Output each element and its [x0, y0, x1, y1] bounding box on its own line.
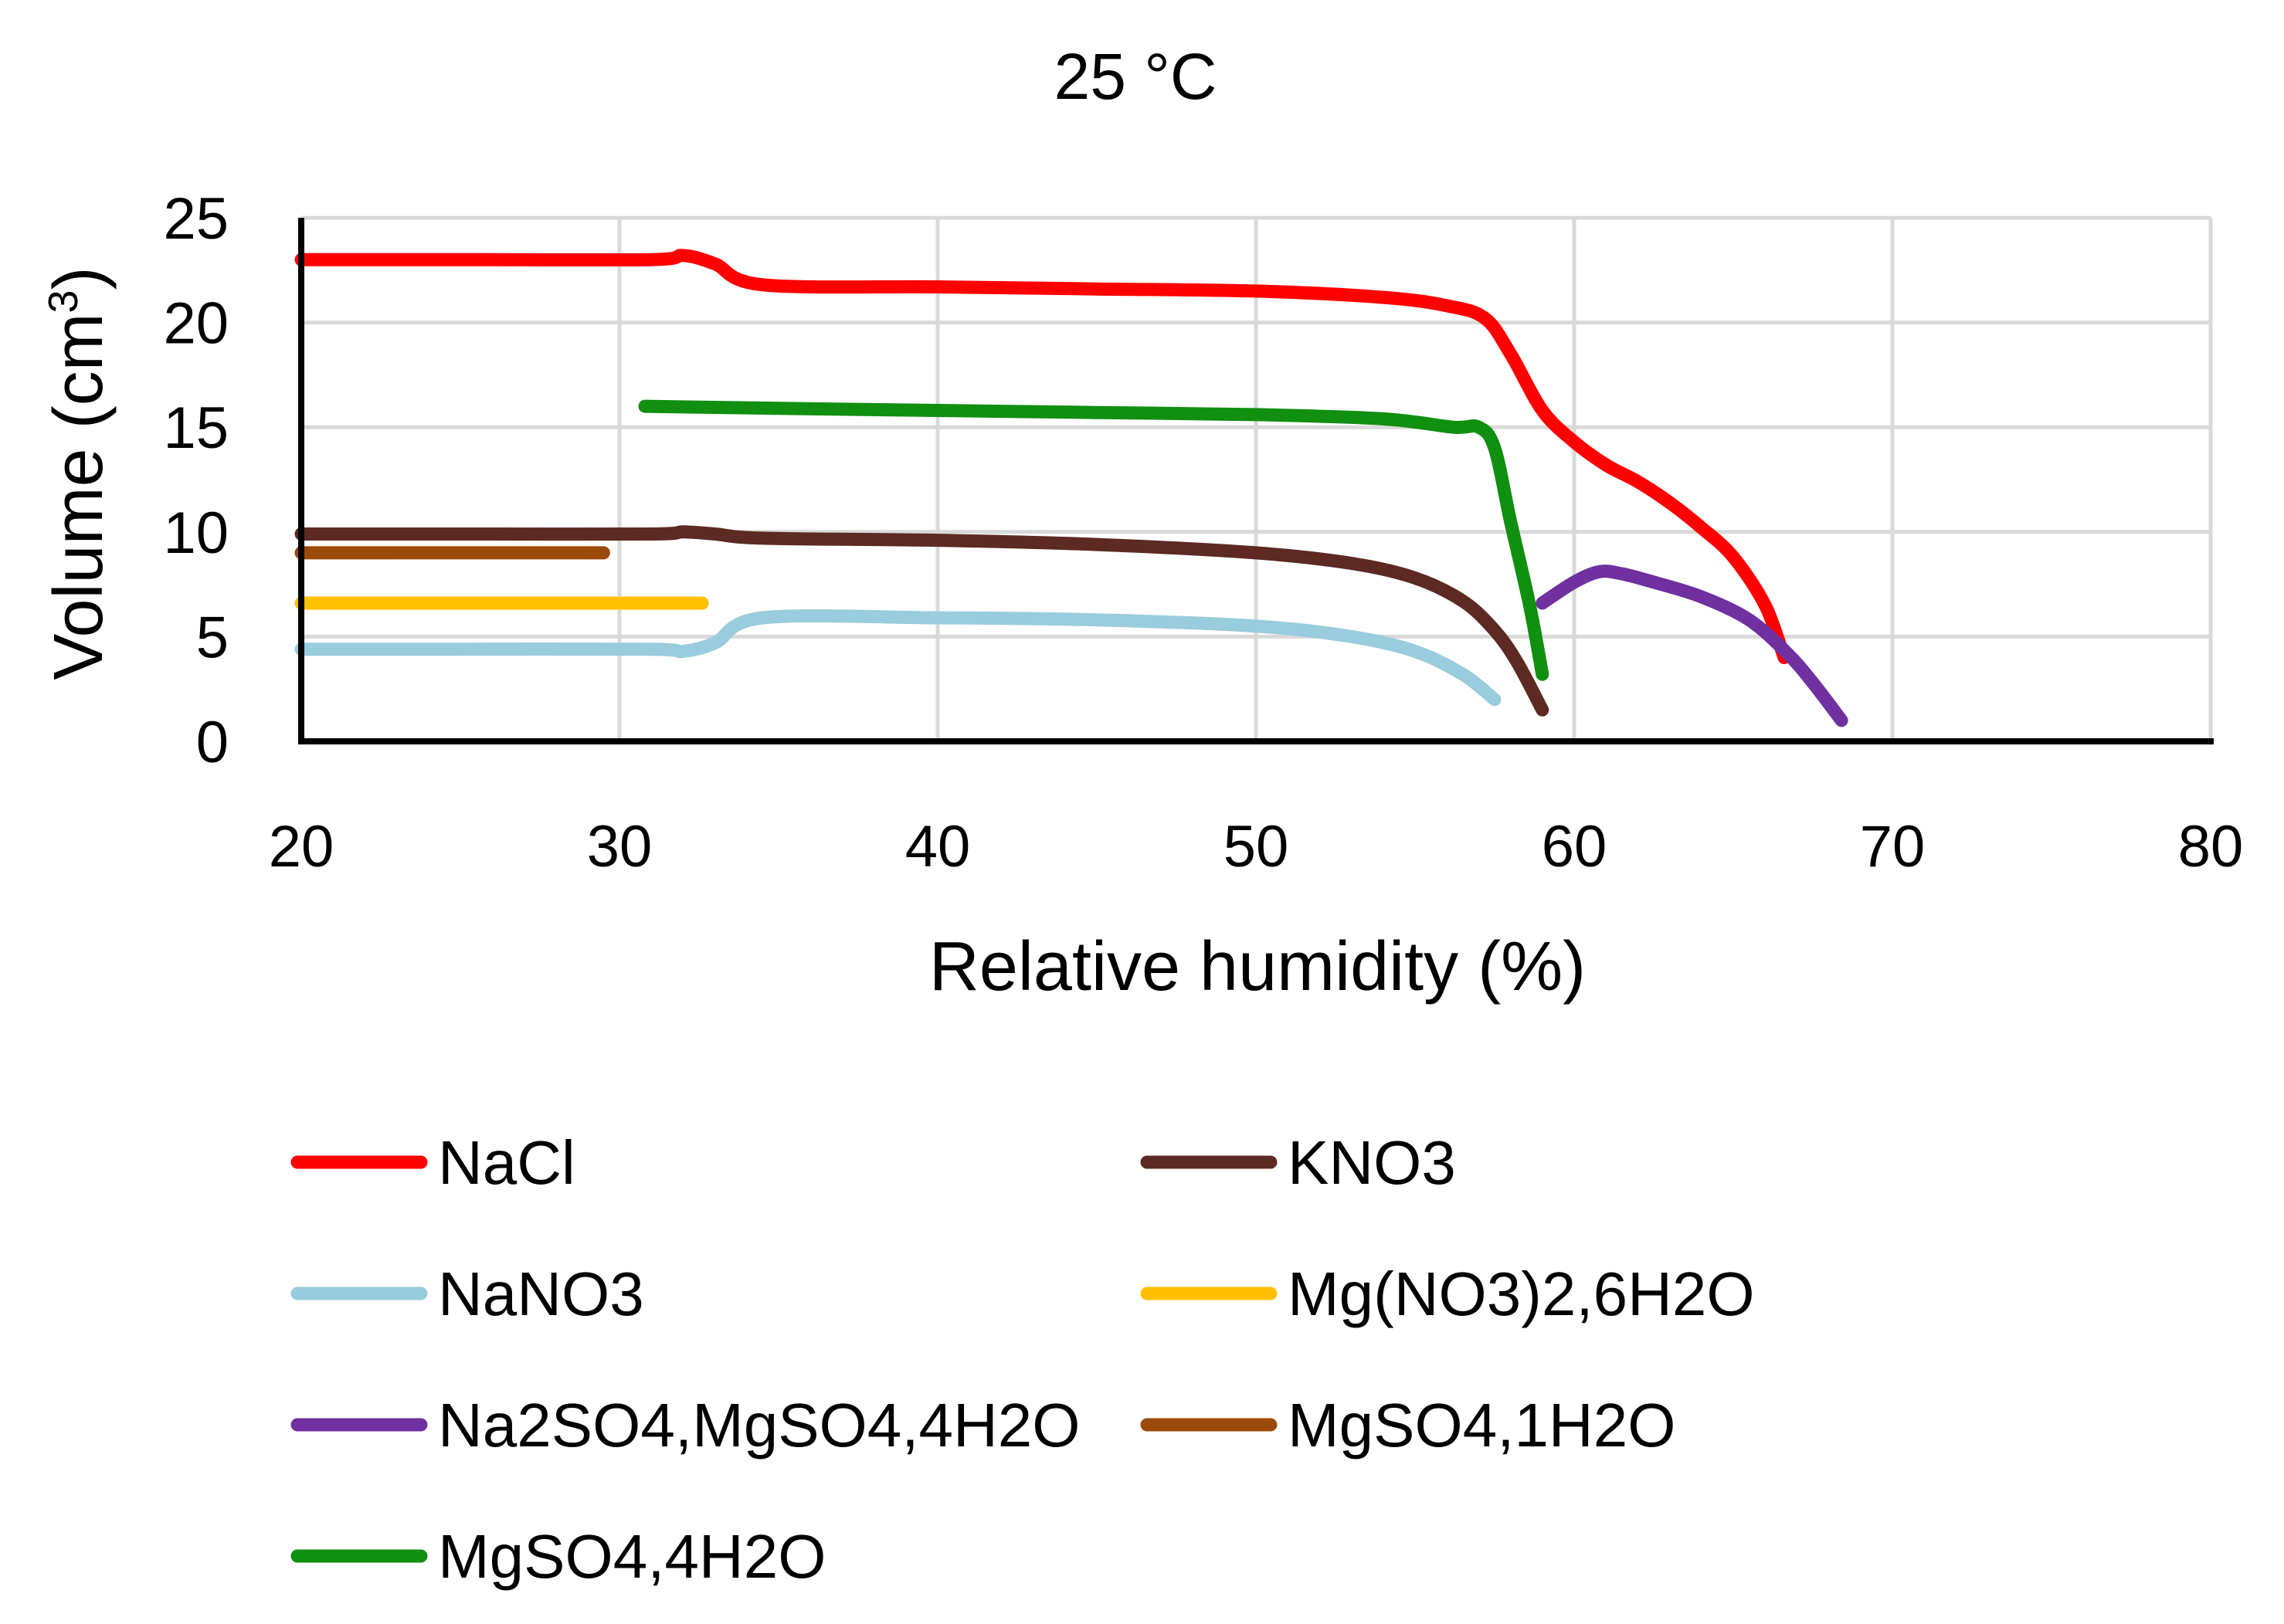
x-axis-label: Relative humidity (%) — [929, 928, 1586, 1005]
series-line-mgso4-4h2o — [638, 399, 1549, 681]
legend-label: NaCl — [438, 1128, 575, 1197]
y-axis-label-end: ) — [40, 266, 117, 290]
x-tick-label: 50 — [1223, 814, 1289, 880]
legend-item-kno3: KNO3 — [1140, 1128, 1456, 1197]
legend-item-mg-no3-2-6h2o: Mg(NO3)2,6H2O — [1140, 1260, 1755, 1328]
tick-labels: 0 5 10 15 20 25 20 30 40 50 60 70 80 — [163, 186, 2243, 880]
y-axis-label-main: Volume (cm — [40, 313, 117, 680]
y-tick-label: 20 — [163, 291, 229, 357]
y-tick-label: 5 — [196, 605, 229, 670]
series-line-kno3 — [294, 525, 1549, 717]
legend-label: Na2SO4,MgSO4,4H2O — [438, 1391, 1080, 1460]
legend-item-nano3: NaNO3 — [290, 1260, 644, 1328]
axes — [298, 218, 2214, 744]
series-line-nano3 — [294, 609, 1502, 707]
legend-item-nacl: NaCl — [290, 1128, 575, 1197]
legend-label: NaNO3 — [438, 1260, 644, 1328]
x-tick-label: 70 — [1860, 814, 1926, 880]
series-line-nacl — [294, 249, 1791, 664]
plot-area: 0 5 10 15 20 25 20 30 40 50 60 70 80 — [163, 186, 2243, 880]
series-layer — [294, 249, 1848, 727]
x-tick-label: 80 — [2178, 814, 2244, 880]
x-tick-label: 30 — [587, 814, 653, 880]
y-tick-label: 25 — [163, 186, 229, 252]
legend: NaCl KNO3 NaNO3 Mg(NO3)2,6H2O Na2SO4,MgSO4,4… — [290, 1128, 1755, 1591]
x-tick-label: 40 — [905, 814, 971, 880]
y-tick-label: 15 — [163, 395, 229, 461]
chart-title: 25 °C — [1054, 40, 1217, 113]
legend-item-na2so4-mgso4-4h2o: Na2SO4,MgSO4,4H2O — [290, 1391, 1080, 1460]
x-tick-label: 60 — [1542, 814, 1607, 880]
legend-label: KNO3 — [1288, 1128, 1456, 1197]
y-tick-label: 10 — [163, 500, 229, 566]
y-tick-label: 0 — [196, 710, 229, 775]
y-axis-label-superscript: 3 — [40, 290, 87, 313]
legend-label: MgSO4,1H2O — [1288, 1391, 1675, 1460]
x-tick-label: 20 — [269, 814, 334, 880]
y-axis-label: Volume (cm3) — [40, 266, 117, 680]
legend-item-mgso4-1h2o: MgSO4,1H2O — [1140, 1391, 1675, 1460]
legend-item-mgso4-4h2o: MgSO4,4H2O — [290, 1522, 826, 1591]
legend-label: Mg(NO3)2,6H2O — [1288, 1260, 1755, 1328]
legend-label: MgSO4,4H2O — [438, 1522, 826, 1591]
series-line-na2so4-mgso4-4h2o — [1536, 565, 1848, 727]
